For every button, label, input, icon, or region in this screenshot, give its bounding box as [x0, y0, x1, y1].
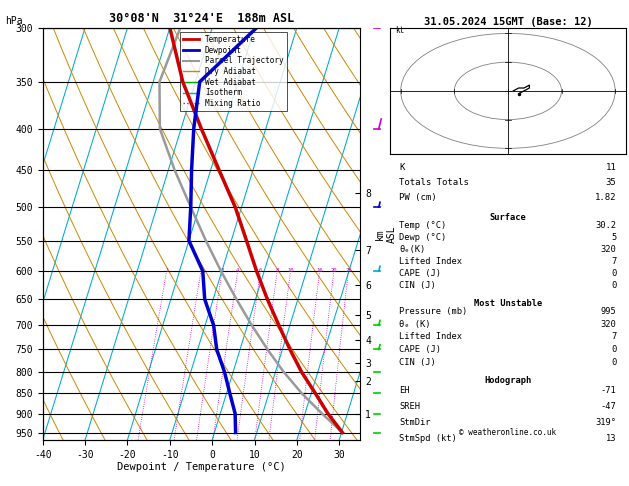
Text: Surface: Surface — [489, 212, 526, 222]
Text: EH: EH — [399, 385, 410, 395]
Text: StmDir: StmDir — [399, 417, 431, 427]
Text: 25: 25 — [345, 268, 352, 273]
Text: CIN (J): CIN (J) — [399, 281, 436, 290]
Text: 0: 0 — [611, 345, 616, 354]
Text: 35: 35 — [606, 178, 616, 187]
Text: Lifted Index: Lifted Index — [399, 257, 462, 266]
Text: 5: 5 — [611, 233, 616, 242]
Text: K: K — [399, 163, 405, 172]
Text: 16: 16 — [316, 268, 323, 273]
Text: StmSpd (kt): StmSpd (kt) — [399, 434, 457, 443]
Text: © weatheronline.co.uk: © weatheronline.co.uk — [459, 428, 557, 437]
Text: 995: 995 — [601, 307, 616, 316]
Text: Pressure (mb): Pressure (mb) — [399, 307, 468, 316]
Text: -71: -71 — [601, 385, 616, 395]
Text: Temp (°C): Temp (°C) — [399, 221, 447, 230]
Text: 20: 20 — [331, 268, 337, 273]
Text: CAPE (J): CAPE (J) — [399, 345, 442, 354]
Text: 8: 8 — [276, 268, 279, 273]
Y-axis label: km
ASL: km ASL — [376, 225, 397, 243]
Text: 13: 13 — [606, 434, 616, 443]
X-axis label: Dewpoint / Temperature (°C): Dewpoint / Temperature (°C) — [117, 462, 286, 472]
Text: 2: 2 — [199, 268, 203, 273]
Text: hPa: hPa — [4, 17, 22, 26]
Text: 319°: 319° — [596, 417, 616, 427]
Text: 1: 1 — [165, 268, 168, 273]
Text: 0: 0 — [611, 281, 616, 290]
Text: Hodograph: Hodograph — [484, 376, 532, 385]
Text: 0: 0 — [611, 358, 616, 367]
Text: Lifted Index: Lifted Index — [399, 332, 462, 341]
Text: -47: -47 — [601, 401, 616, 411]
Text: 7: 7 — [611, 332, 616, 341]
Text: θₑ (K): θₑ (K) — [399, 320, 431, 329]
Text: 3: 3 — [220, 268, 224, 273]
Text: 11: 11 — [606, 163, 616, 172]
Text: 320: 320 — [601, 245, 616, 254]
Text: 6: 6 — [259, 268, 262, 273]
Text: 0: 0 — [611, 269, 616, 278]
Text: CAPE (J): CAPE (J) — [399, 269, 442, 278]
Text: CIN (J): CIN (J) — [399, 358, 436, 367]
Text: 30.2: 30.2 — [596, 221, 616, 230]
Text: kt: kt — [396, 26, 404, 35]
Text: 10: 10 — [287, 268, 294, 273]
Legend: Temperature, Dewpoint, Parcel Trajectory, Dry Adiabat, Wet Adiabat, Isotherm, Mi: Temperature, Dewpoint, Parcel Trajectory… — [180, 32, 287, 111]
Text: 7: 7 — [611, 257, 616, 266]
Text: 1.82: 1.82 — [595, 192, 616, 202]
Text: Totals Totals: Totals Totals — [399, 178, 469, 187]
Text: 320: 320 — [601, 320, 616, 329]
Text: θₑ(K): θₑ(K) — [399, 245, 426, 254]
Text: PW (cm): PW (cm) — [399, 192, 437, 202]
Text: SREH: SREH — [399, 401, 420, 411]
Text: Most Unstable: Most Unstable — [474, 299, 542, 308]
Text: Dewp (°C): Dewp (°C) — [399, 233, 447, 242]
Title: 30°08'N  31°24'E  188m ASL: 30°08'N 31°24'E 188m ASL — [109, 12, 294, 25]
Text: 31.05.2024 15GMT (Base: 12): 31.05.2024 15GMT (Base: 12) — [423, 17, 593, 27]
Text: 4: 4 — [236, 268, 239, 273]
